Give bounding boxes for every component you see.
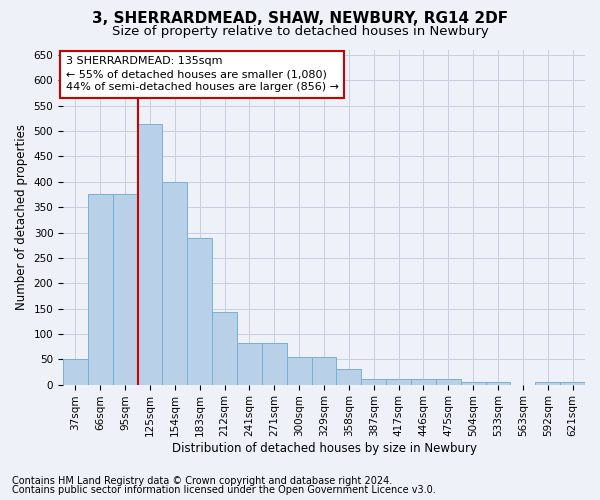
Bar (187, 238, 212, 384)
Text: 3, SHERRARDMEAD, SHAW, NEWBURY, RG14 2DF: 3, SHERRARDMEAD, SHAW, NEWBURY, RG14 2DF (92, 11, 508, 26)
Bar (63, 359, 88, 384)
Bar (311, 356, 337, 384)
Bar (212, 312, 237, 384)
Bar (560, 382, 585, 384)
Bar (262, 342, 287, 384)
Bar (361, 378, 386, 384)
Y-axis label: Number of detached properties: Number of detached properties (15, 124, 28, 310)
Bar (163, 182, 187, 384)
Bar (386, 378, 411, 384)
Bar (137, 124, 163, 384)
Bar (461, 382, 485, 384)
Text: 3 SHERRARDMEAD: 135sqm
← 55% of detached houses are smaller (1,080)
44% of semi-: 3 SHERRARDMEAD: 135sqm ← 55% of detached… (65, 56, 338, 92)
Bar (337, 370, 361, 384)
Bar (237, 342, 262, 384)
Bar (485, 382, 511, 384)
Text: Contains HM Land Registry data © Crown copyright and database right 2024.: Contains HM Land Registry data © Crown c… (12, 476, 392, 486)
Bar (411, 378, 436, 384)
Bar (436, 378, 461, 384)
Bar (535, 382, 560, 384)
Bar (287, 356, 311, 384)
X-axis label: Distribution of detached houses by size in Newbury: Distribution of detached houses by size … (172, 442, 476, 455)
Bar (113, 194, 137, 384)
Bar (88, 194, 113, 384)
Text: Contains public sector information licensed under the Open Government Licence v3: Contains public sector information licen… (12, 485, 436, 495)
Text: Size of property relative to detached houses in Newbury: Size of property relative to detached ho… (112, 25, 488, 38)
